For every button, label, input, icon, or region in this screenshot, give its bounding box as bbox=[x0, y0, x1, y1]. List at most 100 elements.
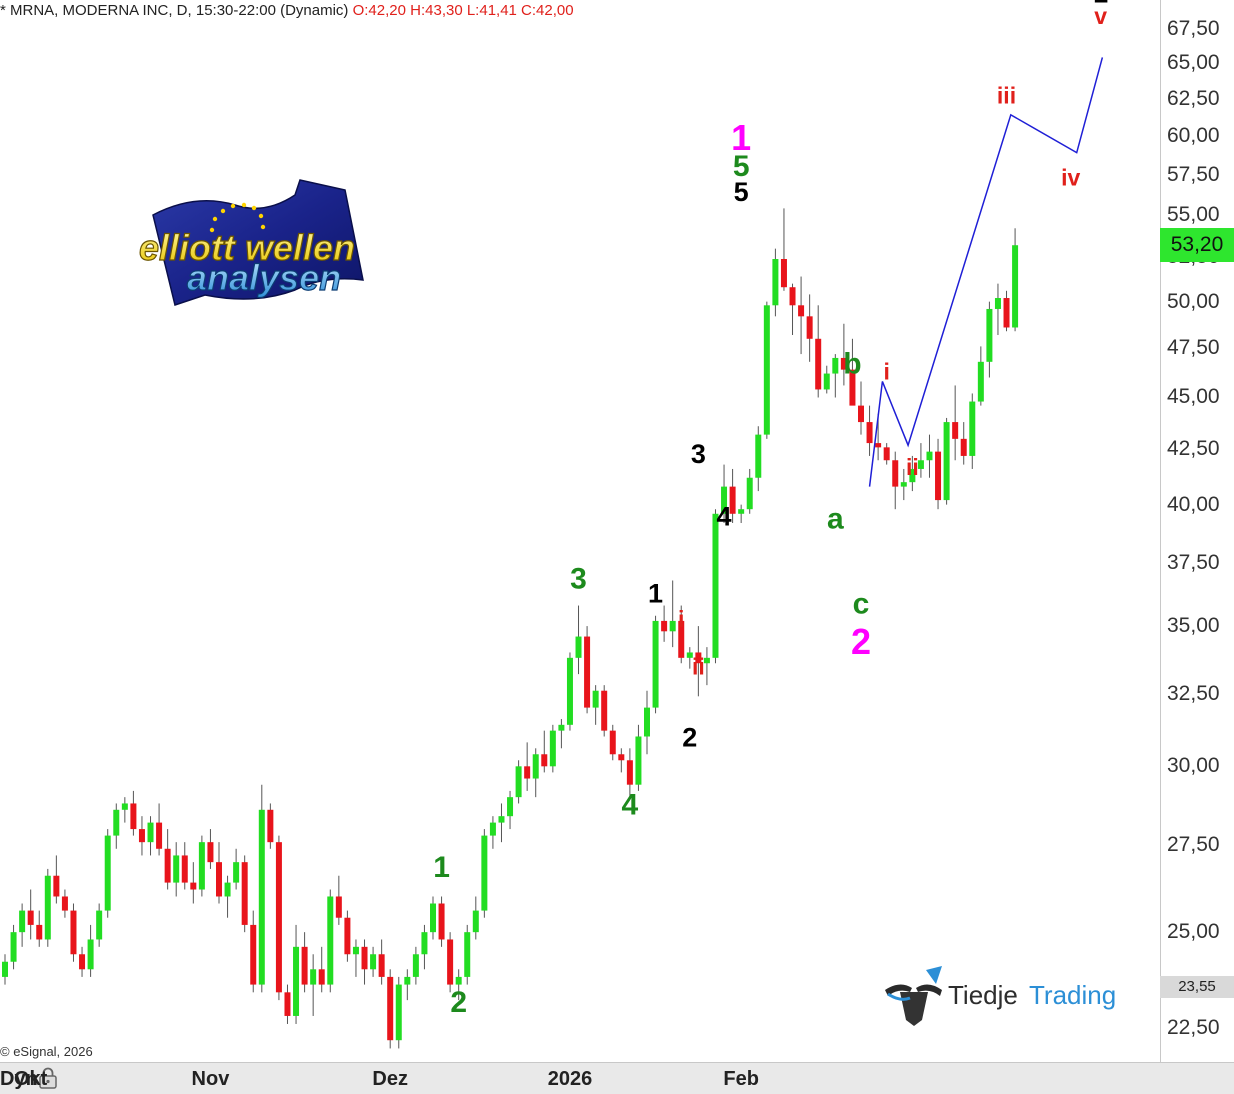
price-tick-label: 42,50 bbox=[1167, 437, 1220, 461]
wave-label: 4 bbox=[622, 789, 639, 822]
candle bbox=[515, 760, 522, 804]
candle-body bbox=[53, 875, 60, 897]
candle bbox=[994, 283, 1001, 336]
candle bbox=[1012, 228, 1019, 332]
candle-body bbox=[27, 910, 34, 925]
candle-body bbox=[823, 373, 830, 390]
flag-shape bbox=[152, 179, 364, 306]
wave-label: 3 bbox=[570, 562, 587, 595]
candle bbox=[943, 417, 950, 505]
candle bbox=[87, 924, 94, 977]
price-chart[interactable]: 12341iii234551abc2iiiiiiivv1 bbox=[0, 0, 1160, 1062]
candle bbox=[284, 984, 291, 1024]
candle bbox=[301, 932, 308, 993]
candle-body bbox=[703, 657, 710, 664]
candle-body bbox=[327, 896, 334, 985]
candle bbox=[969, 393, 976, 469]
price-tick-label: 30,00 bbox=[1167, 754, 1220, 778]
candle bbox=[498, 803, 505, 843]
wave-label: 5 bbox=[733, 150, 750, 183]
candle bbox=[250, 910, 257, 993]
price-tick-label: 67,50 bbox=[1167, 16, 1220, 40]
wave-label: iv bbox=[1061, 164, 1080, 190]
last-price-marker: 53,20 bbox=[1160, 228, 1234, 263]
candle-body bbox=[652, 620, 659, 708]
price-tick-label: 32,50 bbox=[1167, 681, 1220, 705]
candle-body bbox=[969, 401, 976, 456]
candle bbox=[216, 842, 222, 904]
logo-text-elliott: elliott wellen bbox=[139, 227, 355, 268]
wave-projection-line bbox=[868, 57, 1104, 487]
candle-body bbox=[361, 946, 368, 970]
candle bbox=[438, 896, 445, 947]
candle bbox=[746, 468, 753, 514]
candle bbox=[447, 932, 454, 993]
candle-body bbox=[79, 954, 86, 970]
candle-body bbox=[917, 460, 924, 469]
candle-body bbox=[44, 875, 51, 940]
candle bbox=[113, 803, 120, 849]
wave-label: iii bbox=[997, 82, 1016, 108]
candle bbox=[558, 719, 565, 749]
candle bbox=[866, 405, 873, 456]
candle-body bbox=[866, 422, 873, 444]
candle-body bbox=[738, 509, 745, 514]
candle-body bbox=[712, 513, 719, 658]
candle-body bbox=[960, 438, 967, 456]
padlock-icon[interactable] bbox=[38, 1067, 58, 1089]
candle-body bbox=[721, 486, 728, 514]
candle bbox=[644, 690, 650, 755]
candle bbox=[472, 896, 479, 940]
candle-body bbox=[113, 809, 120, 836]
candle bbox=[532, 748, 539, 798]
candle-body bbox=[181, 855, 188, 883]
candle bbox=[678, 605, 685, 664]
candle-body bbox=[661, 620, 668, 632]
candle bbox=[712, 509, 719, 664]
candle-body bbox=[421, 932, 428, 955]
candle bbox=[832, 354, 839, 398]
candle bbox=[900, 468, 907, 501]
candle-body bbox=[344, 917, 351, 955]
candle bbox=[464, 924, 471, 985]
candle-body bbox=[36, 924, 43, 940]
time-tick-label: Feb bbox=[723, 1068, 759, 1090]
candle-body bbox=[994, 298, 1001, 309]
candle-body bbox=[241, 862, 248, 925]
candle bbox=[738, 504, 745, 524]
price-axis[interactable]: 22,50 25,00 27,50 30,00 32,50 35,00 37,50 40,00… bbox=[1160, 0, 1234, 1062]
candle bbox=[789, 283, 796, 336]
candle-body bbox=[173, 855, 180, 883]
price-tick-label: 25,00 bbox=[1167, 920, 1220, 944]
tiedje-trading-logo: Tiedje Trading bbox=[880, 962, 1120, 1032]
candle bbox=[686, 647, 693, 669]
price-tick-label: 55,00 bbox=[1167, 202, 1220, 226]
price-tick-label: 45,00 bbox=[1167, 385, 1220, 409]
wave-label: b bbox=[843, 348, 861, 381]
price-tick-label: 27,50 bbox=[1167, 833, 1220, 857]
chart-area[interactable]: 12341iii234551abc2iiiiiiivv1 * MRNA, MOD… bbox=[0, 0, 1160, 1062]
price-tick-label: 50,00 bbox=[1167, 289, 1220, 313]
candle bbox=[635, 724, 642, 791]
time-axis[interactable]: Dyn Okt Nov Dez 2026 Feb bbox=[0, 1062, 1234, 1094]
candle-body bbox=[489, 822, 496, 836]
candle bbox=[609, 724, 616, 761]
candle bbox=[258, 784, 265, 993]
candle-body bbox=[275, 842, 282, 993]
candle-body bbox=[481, 835, 488, 911]
candle bbox=[2, 954, 8, 985]
candle bbox=[618, 748, 625, 773]
candle bbox=[275, 835, 282, 1001]
candle bbox=[566, 652, 573, 731]
candle bbox=[395, 976, 402, 1049]
candle-body bbox=[370, 954, 377, 970]
candle bbox=[815, 305, 822, 398]
candle-body bbox=[121, 803, 128, 810]
candle bbox=[36, 910, 43, 947]
candle-body bbox=[387, 976, 394, 1041]
candle bbox=[883, 443, 890, 465]
dynamic-mode-label[interactable]: Dyn bbox=[0, 1068, 38, 1090]
candle-body bbox=[250, 924, 257, 985]
candle-body bbox=[746, 477, 753, 510]
wave-label: 2 bbox=[450, 986, 467, 1019]
